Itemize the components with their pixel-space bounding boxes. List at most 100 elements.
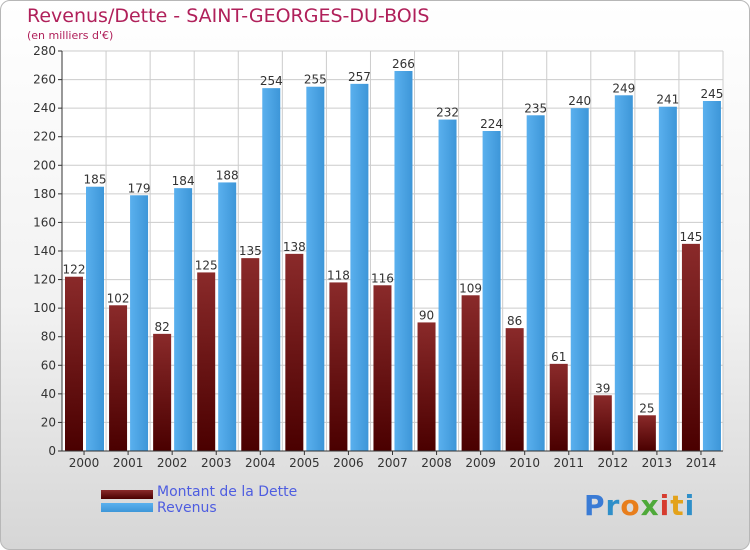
x-tick-label: 2003: [201, 456, 232, 470]
bar-revenue: [306, 86, 325, 451]
data-label-revenue: 185: [84, 173, 107, 187]
y-tick-label: 0: [48, 444, 56, 458]
data-label-revenue: 254: [260, 74, 283, 88]
data-label-debt: 39: [595, 381, 610, 395]
bar-debt: [109, 305, 128, 451]
bar-debt: [681, 243, 700, 451]
bar-revenue: [174, 188, 193, 451]
x-tick-label: 2010: [509, 456, 540, 470]
data-label-revenue: 179: [128, 181, 151, 195]
bars: [65, 71, 721, 452]
data-label-revenue: 224: [480, 117, 503, 131]
data-label-debt: 90: [419, 308, 434, 322]
data-label-debt: 61: [551, 350, 566, 364]
bar-revenue: [658, 106, 677, 451]
x-tick-label: 2008: [421, 456, 452, 470]
logo-letter: t: [670, 489, 685, 522]
y-tick-label: 40: [41, 387, 56, 401]
bar-debt: [65, 276, 83, 451]
y-tick-label: 200: [33, 158, 56, 172]
bar-revenue: [262, 88, 281, 452]
grid-lines: [61, 50, 724, 452]
bar-revenue: [394, 71, 413, 451]
y-tick-label: 60: [41, 358, 56, 372]
x-tick-label: 2007: [377, 456, 408, 470]
data-label-debt: 86: [507, 314, 522, 328]
bar-debt: [417, 322, 436, 451]
data-label-revenue: 241: [656, 93, 679, 107]
x-tick-label: 2000: [69, 456, 100, 470]
x-tick-label: 2009: [465, 456, 496, 470]
y-tick-label: 160: [33, 215, 56, 229]
data-label-revenue: 232: [436, 106, 459, 120]
data-label-debt: 118: [327, 268, 350, 282]
data-label-revenue: 235: [524, 101, 547, 115]
bar-debt: [153, 333, 172, 451]
y-tick-label: 280: [33, 44, 56, 58]
axes: 0 20 40 60 80 100 120 140 160 180 200 220 240 260 280 2…: [33, 44, 723, 470]
bar-debt: [505, 328, 524, 451]
x-tick-label: 2006: [333, 456, 364, 470]
bar-revenue: [350, 83, 369, 451]
bar-debt: [637, 415, 656, 451]
bar-debt: [593, 395, 612, 451]
y-tick-label: 120: [33, 273, 56, 287]
data-label-revenue: 245: [700, 87, 723, 101]
y-tick-label: 180: [33, 187, 56, 201]
logo-letter: x: [640, 489, 660, 522]
data-label-revenue: 240: [568, 94, 591, 108]
x-tick-label: 2001: [113, 456, 144, 470]
logo-letter: i: [684, 489, 696, 522]
bar-debt: [241, 258, 260, 451]
y-tick-label: 240: [33, 101, 56, 115]
data-label-revenue: 257: [348, 70, 371, 84]
data-label-revenue: 188: [216, 168, 239, 182]
legend-label-revenue: Revenus: [157, 500, 217, 516]
data-label-debt: 109: [459, 281, 482, 295]
chart-title: Revenus/Dette - SAINT-GEORGES-DU-BOIS: [27, 5, 430, 27]
bar-revenue: [702, 101, 721, 451]
data-label-revenue: 184: [172, 174, 195, 188]
data-label-debt: 135: [239, 244, 262, 258]
bar-revenue: [130, 195, 149, 451]
data-label-revenue: 255: [304, 73, 327, 87]
data-label-debt: 122: [63, 263, 86, 277]
bar-revenue: [570, 108, 589, 452]
bar-debt: [373, 285, 392, 451]
bar-debt: [285, 253, 304, 451]
bar-revenue: [86, 186, 104, 451]
bar-revenue: [218, 182, 237, 451]
x-tick-label: 2012: [598, 456, 629, 470]
data-label-debt: 138: [283, 240, 306, 254]
data-label-debt: 25: [639, 401, 654, 415]
data-label-debt: 145: [679, 230, 702, 244]
legend-label-debt: Montant de la Dette: [157, 484, 298, 500]
x-tick-label: 2014: [686, 456, 717, 470]
data-label-debt: 116: [371, 271, 394, 285]
data-label-debt: 125: [195, 258, 218, 272]
bar-debt: [461, 295, 480, 451]
bar-revenue: [526, 115, 545, 452]
data-labels: 122 185 102 179 82 184 125 188 135 254 138 255 118 25…: [63, 57, 724, 415]
bar-revenue: [614, 95, 633, 452]
x-tick-label: 2004: [245, 456, 276, 470]
y-tick-label: 260: [33, 73, 56, 87]
legend-swatch-revenue: [101, 503, 153, 512]
y-tick-label: 220: [33, 130, 56, 144]
logo-letter: P: [584, 489, 606, 522]
data-label-revenue: 249: [612, 81, 635, 95]
bar-debt: [329, 282, 348, 451]
y-tick-label: 80: [41, 330, 56, 344]
chart-subtitle: (en milliers d'€): [27, 29, 114, 42]
x-tick-label: 2013: [642, 456, 673, 470]
y-tick-label: 100: [33, 301, 56, 315]
y-tick-label: 140: [33, 244, 56, 258]
logo-letter: i: [659, 489, 671, 522]
legend-swatch-debt: [101, 490, 153, 499]
logo-letter: r: [605, 489, 621, 522]
x-tick-label: 2005: [289, 456, 320, 470]
bar-debt: [197, 272, 216, 451]
data-label-debt: 82: [154, 320, 169, 334]
